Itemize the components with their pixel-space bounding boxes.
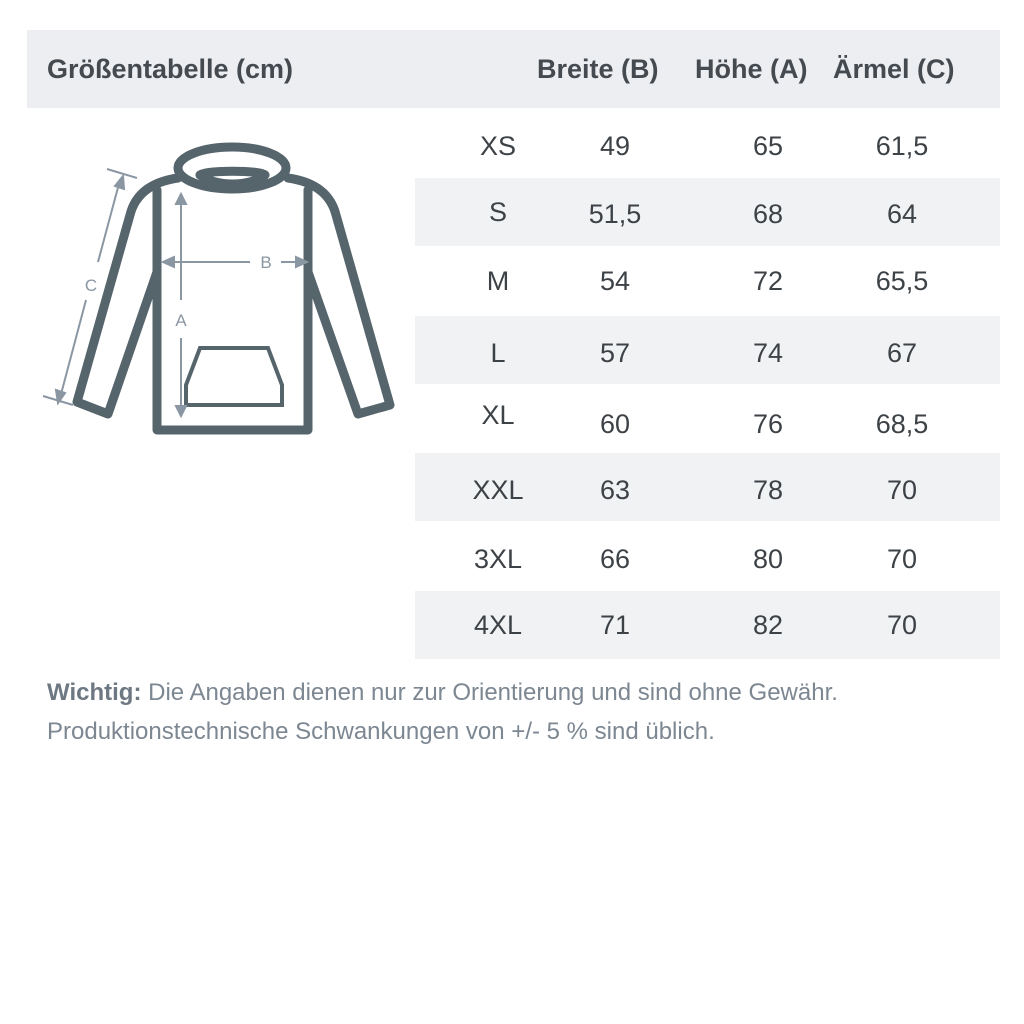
value-cell-a: 65 [752,131,784,161]
value-cell-b: 60 [599,409,631,439]
label-c: C [85,276,97,295]
value-cell-c: 64 [886,199,918,229]
value-cell-b: 71 [599,610,631,640]
note-line-2: Produktionstechnische Schwankungen von +… [47,718,715,745]
size-cell: XL [481,400,515,430]
table-title: Größentabelle (cm) [47,54,294,84]
size-cell: 3XL [473,544,523,574]
value-cell-b: 54 [599,266,631,296]
value-cell-a: 76 [752,409,784,439]
size-cell: M [486,266,510,296]
value-cell-b: 51,5 [588,199,642,229]
measure-lines [42,168,310,419]
column-header-hoehe: Höhe (A) [695,54,808,84]
note-bold: Wichtig: [47,679,142,706]
value-cell-a: 68 [752,199,784,229]
hoodie-outline-icon [72,142,395,435]
row-stripe [415,591,1000,659]
value-cell-b: 66 [599,544,631,574]
value-cell-a: 82 [752,610,784,640]
value-cell-c: 70 [886,544,918,574]
value-cell-a: 80 [752,544,784,574]
value-cell-c: 70 [886,610,918,640]
row-stripe [415,316,1000,384]
table-header [27,30,1000,108]
note-line-1: Wichtig: Die Angaben dienen nur zur Orie… [47,679,838,707]
measure-c-line [97,179,121,263]
row-stripe [415,453,1000,521]
value-cell-c: 67 [886,338,918,368]
column-header-aermel: Ärmel (C) [833,54,955,84]
size-cell: XXL [472,475,524,505]
hoodie-diagram: A B C [42,142,395,435]
label-a: A [175,311,187,330]
note-text: Die Angaben dienen nur zur Orientierung … [141,679,838,706]
value-cell-b: 63 [599,475,631,505]
size-cell: XS [479,131,517,161]
value-cell-a: 72 [752,266,784,296]
value-cell-c: 65,5 [875,266,929,296]
value-cell-c: 68,5 [875,409,929,439]
value-cell-a: 78 [752,475,784,505]
value-cell-a: 74 [752,338,784,368]
column-header-breite: Breite (B) [537,54,659,84]
size-cell: S [488,197,508,227]
size-cell: L [490,338,506,368]
size-cell: 4XL [473,610,523,640]
row-stripe [415,178,1000,246]
pocket-icon [184,346,284,407]
value-cell-b: 57 [599,338,631,368]
value-cell-c: 61,5 [875,131,929,161]
value-cell-c: 70 [886,475,918,505]
label-b: B [260,253,271,272]
value-cell-b: 49 [599,131,631,161]
